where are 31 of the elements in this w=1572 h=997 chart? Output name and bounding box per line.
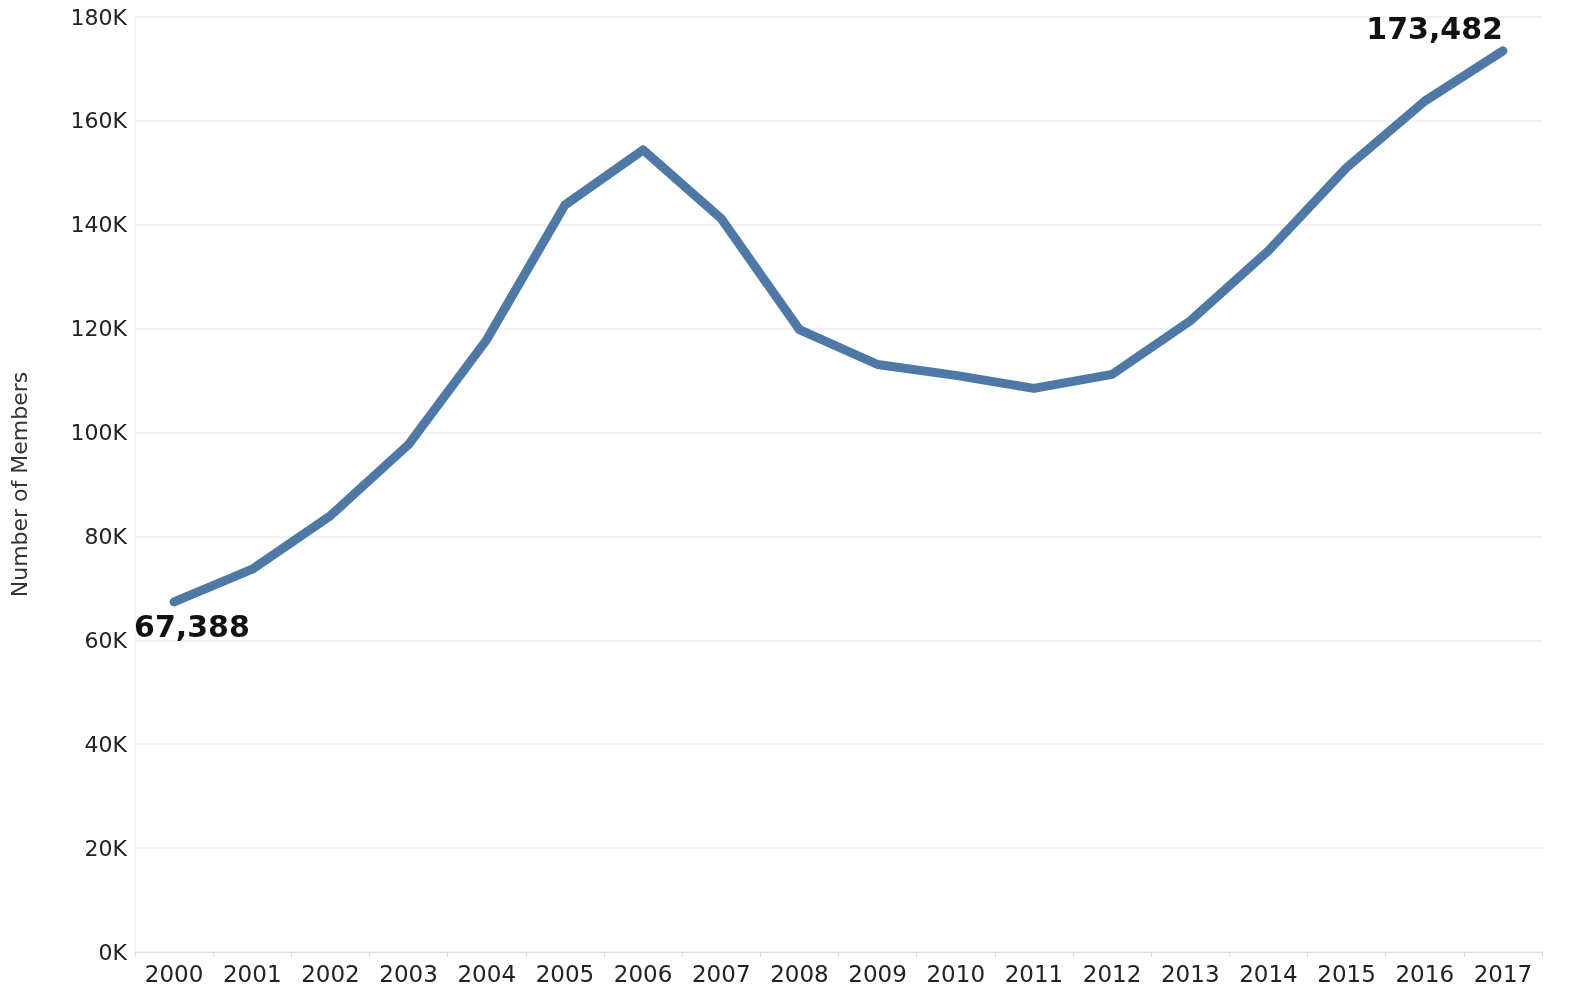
- y-tick-label: 120K: [70, 316, 128, 342]
- x-tick-label: 2006: [613, 960, 673, 987]
- x-tick-label: 2014: [1239, 960, 1298, 987]
- y-tick-label: 180K: [70, 4, 128, 30]
- x-tick-label: 2001: [222, 960, 282, 987]
- x-tick-label: 2015: [1317, 960, 1376, 987]
- y-tick-label: 140K: [70, 212, 128, 238]
- y-tick-label: 20K: [84, 835, 128, 861]
- x-tick-label: 2003: [379, 960, 438, 987]
- y-tick-label: 80K: [84, 523, 128, 549]
- x-tick-label: 2000: [144, 960, 204, 987]
- y-axis-title: Number of Members: [6, 371, 32, 598]
- y-tick-label: 0K: [98, 939, 128, 965]
- y-tick-label: 40K: [84, 731, 128, 757]
- y-tick-label: 160K: [70, 108, 128, 134]
- x-tick-label: 2009: [848, 960, 907, 987]
- y-tick-label: 60K: [84, 627, 128, 653]
- y-tick-label: 100K: [70, 420, 128, 446]
- data-label: 173,482: [1366, 11, 1503, 47]
- x-tick-label: 2013: [1160, 960, 1220, 987]
- x-tick-label: 2010: [926, 960, 986, 987]
- x-tick-label: 2012: [1082, 960, 1142, 987]
- x-tick-label: 2004: [457, 960, 517, 987]
- x-tick-label: 2002: [301, 960, 360, 987]
- x-tick-label: 2016: [1395, 960, 1455, 987]
- x-tick-label: 2005: [535, 960, 595, 987]
- x-tick-label: 2011: [1004, 960, 1064, 987]
- x-tick-label: 2017: [1473, 960, 1533, 987]
- data-label: 67,388: [134, 608, 250, 644]
- x-tick-label: 2008: [770, 960, 829, 987]
- x-tick-label: 2007: [691, 960, 751, 987]
